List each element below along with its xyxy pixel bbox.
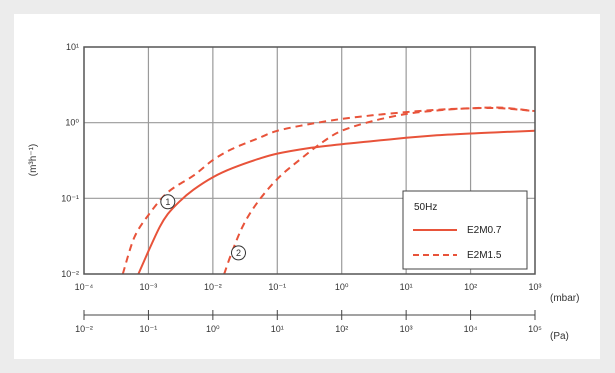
x-tick-label: 10⁰ [335, 282, 349, 292]
x-tick-label: 10¹ [400, 282, 413, 292]
pa-tick-label: 10⁰ [206, 324, 220, 334]
legend: 50Hz E2M0.7 E2M1.5 [402, 190, 528, 270]
annotation-label-2: 2 [236, 248, 241, 258]
annotation-circle-1 [160, 194, 176, 210]
pa-tick-labels: 10⁻² 10⁻¹ 10⁰ 10¹ 10² 10³ 10⁴ 10⁵ [75, 310, 542, 334]
pa-tick-label: 10⁻² [75, 324, 93, 334]
y-tick-label: 10⁰ [65, 118, 79, 128]
y-tick-label: 10⁻² [61, 269, 79, 279]
annotation-label-1: 1 [165, 197, 170, 207]
x-axis-unit-mbar: (mbar) [550, 293, 579, 304]
annotations: 12 [160, 194, 246, 261]
plot-frame [83, 46, 536, 275]
grid [84, 47, 535, 274]
x-axis-unit-pa: (Pa) [550, 331, 569, 342]
pa-tick-label: 10² [335, 324, 348, 334]
pa-tick-label: 10¹ [271, 324, 284, 334]
series-line-1 [137, 129, 536, 275]
x-tick-label: 10⁻¹ [268, 282, 286, 292]
legend-label-e2m1-5: E2M1.5 [467, 250, 502, 261]
x-tick-labels: 10⁻⁴ 10⁻³ 10⁻² 10⁻¹ 10⁰ 10¹ 10² 10³ [75, 282, 542, 292]
y-tick-label: 10¹ [66, 42, 79, 52]
x-tick-label: 10³ [528, 282, 541, 292]
x-tick-label: 10⁻³ [140, 282, 158, 292]
annotation-circle-2 [230, 245, 246, 261]
legend-label-e2m0-7: E2M0.7 [467, 225, 502, 236]
y-tick-label: 10⁻¹ [61, 193, 79, 203]
pa-tick-label: 10⁵ [528, 324, 542, 334]
pa-tick-label: 10³ [400, 324, 413, 334]
pa-tick-label: 10⁻¹ [140, 324, 158, 334]
pump-speed-chart: 10⁻² 10⁻¹ 10⁰ 10¹ 10⁻⁴ 10⁻³ 10⁻² 10⁻¹ 10⁰ 10¹ 10²… [28, 42, 579, 342]
chart-card: 10⁻² 10⁻¹ 10⁰ 10¹ 10⁻⁴ 10⁻³ 10⁻² 10⁻¹ 10⁰ 10¹ 10²… [14, 14, 600, 359]
y-axis-label: (m³h⁻¹) [28, 144, 39, 177]
x-tick-label: 10⁻² [204, 282, 222, 292]
x-tick-label: 10² [464, 282, 477, 292]
legend-title: 50Hz [414, 202, 437, 213]
pa-tick-label: 10⁴ [464, 324, 478, 334]
x-tick-label: 10⁻⁴ [75, 282, 94, 292]
y-tick-labels: 10⁻² 10⁻¹ 10⁰ 10¹ [61, 42, 79, 279]
